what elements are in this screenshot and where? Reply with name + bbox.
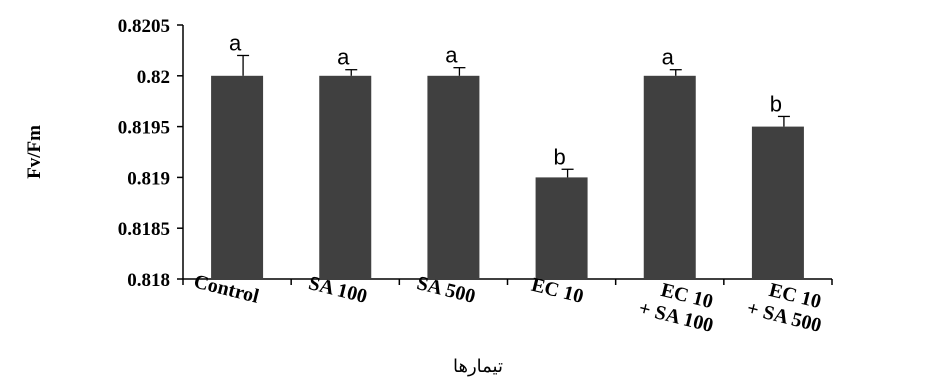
x-axis-label: تیمارها <box>453 356 503 377</box>
significance-label: a <box>445 43 458 68</box>
bar <box>319 75 372 279</box>
x-tick-label: EC 10+ SA 500 <box>745 275 829 337</box>
plot-area: 0.8180.81850.8190.81950.820.8205aControl… <box>118 16 833 337</box>
y-axis-label: Fv/Fm <box>24 125 45 179</box>
y-tick-label: 0.8195 <box>118 118 170 139</box>
y-tick-label: 0.8205 <box>118 16 170 37</box>
significance-label: a <box>662 45 675 70</box>
significance-label: a <box>229 30 242 55</box>
y-tick-label: 0.8185 <box>118 219 170 240</box>
bar <box>643 75 696 279</box>
y-tick-label: 0.818 <box>127 270 170 291</box>
bar <box>535 177 588 279</box>
y-tick-label: 0.819 <box>127 168 170 189</box>
bar <box>211 75 264 279</box>
significance-label: b <box>553 144 565 169</box>
y-tick-label: 0.82 <box>137 67 170 88</box>
x-tick-label: EC 10+ SA 100 <box>637 275 721 337</box>
significance-label: b <box>770 91 782 116</box>
bar <box>751 126 804 279</box>
bar <box>427 75 480 279</box>
significance-label: a <box>337 45 350 70</box>
